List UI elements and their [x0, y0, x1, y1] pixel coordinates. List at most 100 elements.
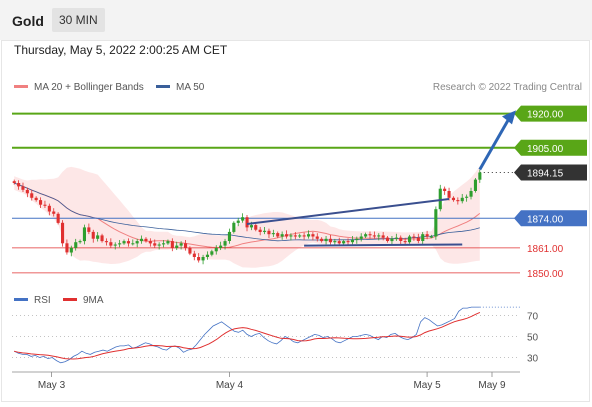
candle-body: [289, 235, 293, 237]
candle-body: [61, 222, 65, 244]
candle-body: [254, 225, 258, 230]
candle-body: [104, 241, 108, 243]
candle-body: [285, 234, 289, 237]
candle-body: [91, 231, 95, 239]
candle-body: [74, 242, 78, 248]
candle-body: [271, 233, 275, 235]
projection-arrow-head: [502, 110, 516, 125]
timeframe-badge[interactable]: 30 MIN: [52, 8, 105, 32]
legend-ma20: MA 20 + Bollinger Bands: [14, 82, 144, 93]
candle-body: [267, 230, 271, 235]
candle-body: [412, 236, 416, 238]
candle-body: [245, 217, 249, 228]
candle-body: [320, 238, 324, 242]
candle-body: [69, 247, 73, 253]
candle-body: [100, 235, 104, 242]
candle-body: [232, 222, 236, 232]
candle-body: [416, 237, 420, 241]
candle-body: [166, 241, 170, 244]
candle-body: [390, 238, 394, 242]
candle-body: [122, 241, 126, 244]
level-label: 1861.00: [527, 244, 564, 255]
legend-ma50: MA 50: [156, 82, 204, 93]
candle-body: [210, 251, 214, 255]
level-tag: [514, 164, 587, 181]
candle-body: [311, 234, 315, 237]
candle-body: [386, 237, 390, 241]
candle-body: [236, 220, 240, 223]
candle-body: [179, 243, 183, 246]
legend-rsi-ma: 9MA: [63, 295, 104, 306]
candle-body: [175, 245, 179, 248]
candle-body: [368, 234, 372, 236]
candle-body: [219, 245, 223, 248]
legend-rsi: RSI: [14, 295, 51, 306]
candle-body: [324, 238, 328, 242]
candle-body: [87, 227, 91, 232]
candle-body: [478, 172, 482, 180]
candle-body: [403, 241, 407, 243]
rsi-ma-swatch: [63, 297, 77, 301]
triangle-lower-line: [304, 243, 463, 247]
candle-body: [280, 234, 284, 237]
candle-body: [249, 225, 253, 228]
candle-body: [456, 200, 460, 202]
candle-body: [315, 236, 319, 239]
candle-body: [109, 242, 113, 246]
candle-body: [372, 235, 376, 237]
level-label: 1850.00: [527, 269, 564, 280]
candle-body: [144, 238, 148, 242]
candle-body: [197, 257, 201, 261]
level-tag: [514, 210, 587, 227]
rsi-tick-label: 30: [527, 354, 539, 365]
candle-body: [21, 186, 25, 190]
candle-body: [188, 247, 192, 254]
candle-body: [96, 235, 100, 239]
candle-body: [298, 235, 302, 237]
candle-body: [473, 179, 477, 191]
candle-body: [56, 213, 60, 223]
candle-body: [438, 188, 442, 210]
legend-rsi-label: RSI: [34, 295, 51, 306]
level-tag: [514, 105, 587, 122]
legend-ma20-label: MA 20 + Bollinger Bands: [34, 82, 144, 93]
candle-body: [17, 183, 21, 187]
candle-body: [131, 243, 135, 245]
candle-body: [364, 234, 368, 237]
candle-body: [381, 235, 385, 238]
rsi-line: [13, 306, 480, 364]
candle-body: [140, 238, 144, 242]
candle-body: [223, 241, 227, 246]
candle-body: [421, 234, 425, 241]
x-tick-label: May 9: [478, 380, 506, 391]
legend-ma50-label: MA 50: [176, 82, 205, 93]
candle-body: [469, 191, 473, 197]
level-label: 1874.00: [527, 214, 564, 225]
candle-body: [377, 235, 381, 237]
candle-body: [460, 197, 464, 202]
level-tag: [514, 139, 587, 156]
candle-body: [43, 204, 47, 206]
candle-body: [113, 244, 117, 246]
candle-body: [342, 241, 346, 244]
candle-body: [34, 197, 38, 201]
candle-body: [52, 211, 56, 214]
timestamp: Thursday, May 5, 2022 2:00:25 AM CET: [14, 43, 228, 57]
candle-body: [443, 188, 447, 191]
candle-body: [78, 241, 82, 243]
level-label: 1905.00: [527, 144, 564, 155]
candle-body: [337, 241, 341, 244]
candle-body: [263, 230, 267, 232]
candle-body: [25, 189, 29, 194]
candle-body: [293, 235, 297, 237]
instrument-title: Gold: [12, 13, 44, 29]
candles: [12, 169, 482, 265]
bollinger-band: [14, 166, 480, 268]
candle-body: [408, 236, 412, 243]
candle-body: [118, 243, 122, 245]
rsi-swatch: [14, 297, 28, 301]
rsi-tick-label: 50: [527, 333, 539, 344]
candle-body: [148, 241, 152, 244]
x-tick-label: May 5: [413, 380, 441, 391]
candle-body: [399, 237, 403, 241]
